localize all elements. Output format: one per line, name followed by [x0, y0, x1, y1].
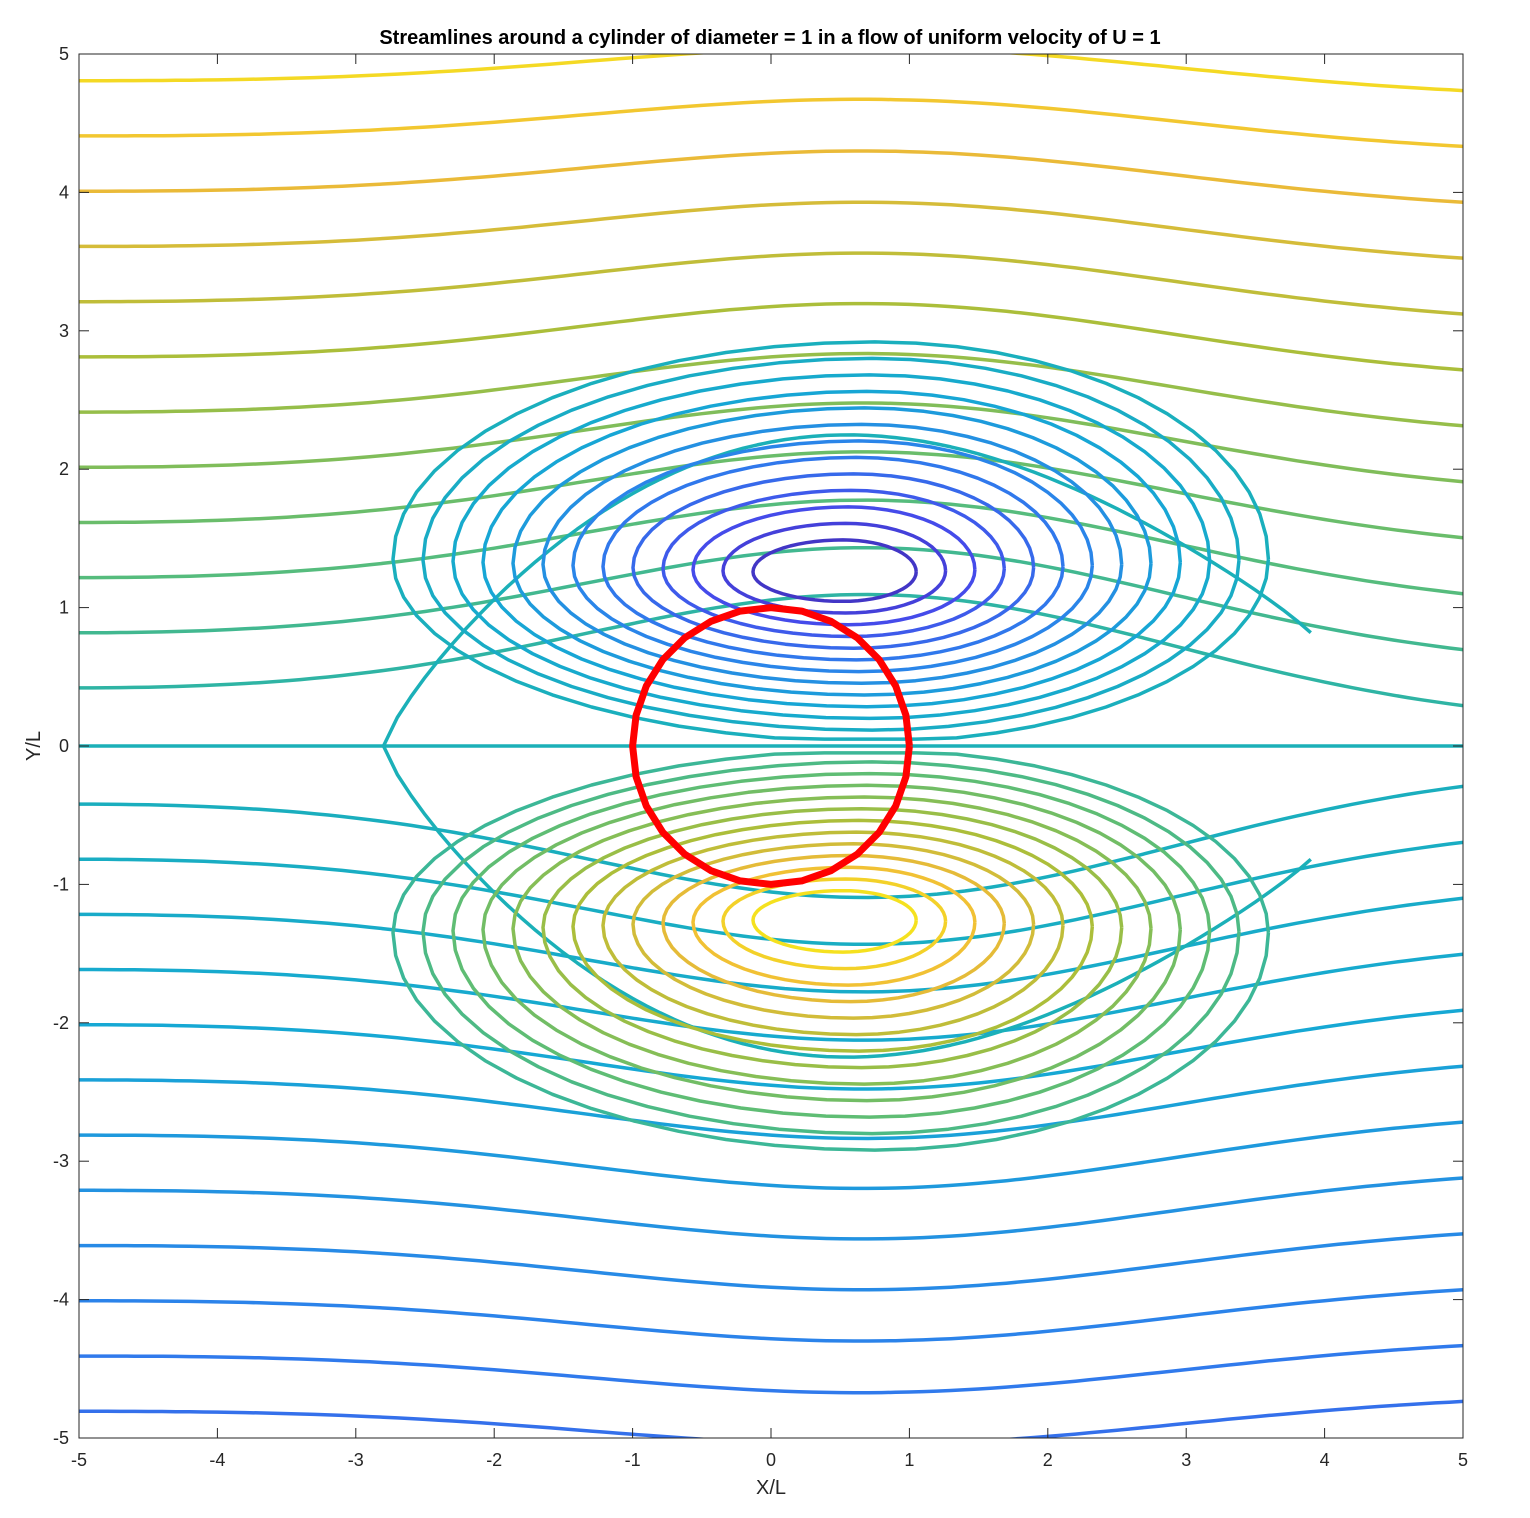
streamline: [79, 97, 1463, 149]
separation-streamline: [381, 745, 1312, 1059]
vortex-contour: [391, 751, 1271, 1152]
y-tick-label: -1: [53, 874, 69, 894]
streamline: [79, 1232, 1463, 1292]
vortex-contour: [541, 806, 1124, 1070]
vortex-contour: [511, 795, 1153, 1086]
vortex-contour: [451, 771, 1212, 1119]
streamline: [79, 784, 1463, 900]
streamline-contours: [79, 54, 1463, 1438]
streamline: [79, 401, 1463, 484]
y-tick-label: 2: [59, 459, 69, 479]
separation-streamline: [381, 433, 1312, 747]
y-tick-label: 0: [59, 736, 69, 756]
x-tick-label: -4: [209, 1450, 225, 1470]
streamline: [79, 1176, 1463, 1241]
vortex-contour: [571, 818, 1095, 1053]
vortex-contour: [691, 865, 977, 987]
vortex-contour: [481, 389, 1183, 709]
y-tick-label: 1: [59, 598, 69, 618]
y-tick-label: 5: [59, 44, 69, 64]
streamline: [79, 1343, 1463, 1395]
x-tick-label: 3: [1181, 1450, 1191, 1470]
x-tick-label: 1: [904, 1450, 914, 1470]
streamline: [79, 1008, 1463, 1091]
y-tick-label: 3: [59, 321, 69, 341]
cylinder-outline: [629, 604, 913, 888]
x-tick-label: -5: [71, 1450, 87, 1470]
streamline: [79, 1064, 1463, 1141]
vortex-contour: [631, 472, 1036, 650]
vortex-contour: [601, 830, 1065, 1037]
vortex-contour: [751, 888, 918, 954]
x-axis: -5 -4 -3 -2 -1 0 1 2 3 4 5: [71, 54, 1468, 1470]
x-tick-label: 0: [766, 1450, 776, 1470]
vortex-contour: [721, 877, 948, 971]
streamline: [79, 149, 1463, 204]
x-tick-label: 5: [1458, 1450, 1468, 1470]
x-axis-label: X/L: [756, 1477, 786, 1499]
chart-title: Streamlines around a cylinder of diamete…: [379, 27, 1160, 49]
vortex-contour: [691, 505, 977, 627]
y-tick-label: -3: [53, 1151, 69, 1171]
y-tick-label: 4: [59, 182, 69, 202]
streamline: [79, 301, 1463, 372]
vortex-contour: [541, 422, 1124, 686]
streamline: [79, 351, 1463, 428]
x-tick-label: 2: [1043, 1450, 1053, 1470]
vortex-contour: [721, 521, 948, 615]
vortex-contour: [451, 373, 1212, 721]
x-tick-label: -2: [486, 1450, 502, 1470]
x-tick-label: 4: [1320, 1450, 1330, 1470]
y-tick-label: -2: [53, 1013, 69, 1033]
vortex-contour: [571, 439, 1095, 674]
cylinder-layer: [629, 604, 913, 888]
vortex-contour: [481, 783, 1183, 1103]
vortex-contour: [661, 488, 1007, 639]
vortex-contour: [661, 853, 1007, 1004]
streamline: [79, 200, 1463, 260]
streamline: [79, 1288, 1463, 1343]
y-tick-label: -4: [53, 1290, 69, 1310]
streamline: [79, 498, 1463, 596]
streamline: [79, 54, 1463, 93]
streamline: [79, 251, 1463, 316]
vortex-contour: [421, 760, 1241, 1136]
streamline: [79, 1120, 1463, 1191]
y-axis: -5 -4 -3 -2 -1 0 1 2 3 4 5: [53, 44, 1463, 1448]
streamline: [79, 952, 1463, 1042]
x-tick-label: -1: [625, 1450, 641, 1470]
vortex-contour: [511, 406, 1153, 697]
x-tick-label: -3: [348, 1450, 364, 1470]
vortex-contour: [421, 356, 1241, 732]
vortex-contour: [601, 455, 1065, 662]
streamline: [79, 1399, 1463, 1438]
streamline: [79, 896, 1463, 994]
vortex-contour: [751, 538, 918, 604]
y-tick-label: -5: [53, 1428, 69, 1448]
vortex-contour: [391, 340, 1271, 741]
streamline: [79, 592, 1463, 708]
streamline: [79, 450, 1463, 540]
y-axis-label: Y/L: [23, 731, 45, 761]
vortex-contour: [631, 842, 1036, 1020]
